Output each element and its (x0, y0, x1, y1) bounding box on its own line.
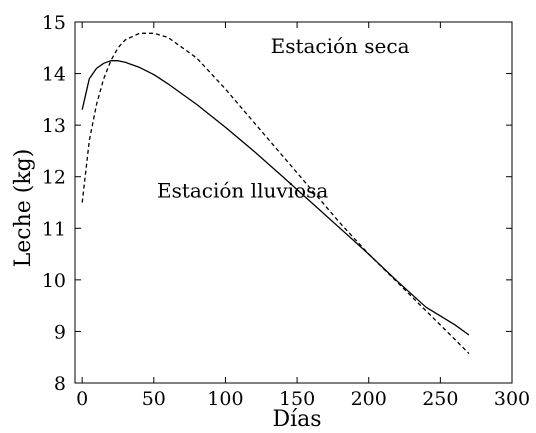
x-axis-title: Días (272, 407, 321, 432)
y-tick-label: 14 (42, 64, 66, 86)
ticks-group: 0 50 100 150 200 250 300 8 9 10 11 12 13 14 15 (42, 12, 530, 410)
x-tick-label: 250 (422, 388, 458, 410)
x-tick-label: 150 (279, 388, 315, 410)
x-tick-label: 200 (351, 388, 387, 410)
y-tick-label: 11 (42, 218, 66, 240)
y-tick-label: 9 (54, 321, 66, 343)
annotations-group: Estación seca Estación lluviosa (157, 34, 410, 202)
y-tick-label: 13 (42, 115, 66, 137)
series-group (81, 32, 470, 355)
plot-frame (74, 21, 513, 384)
x-tick-label: 300 (494, 388, 530, 410)
x-tick-label: 0 (76, 388, 88, 410)
x-tick-label: 50 (142, 388, 166, 410)
x-tick-label: 100 (207, 388, 243, 410)
y-tick-label: 8 (54, 373, 66, 395)
annotation-label-dry-season: Estación seca (271, 34, 410, 58)
y-tick-label: 12 (42, 167, 66, 189)
series-line-rainy-season (81, 60, 470, 336)
plot-frame-group (74, 21, 513, 384)
annotation-label-rainy-season: Estación lluviosa (157, 178, 328, 202)
y-axis-title: Leche (kg) (11, 149, 36, 268)
y-tick-label: 15 (42, 12, 66, 34)
y-tick-label: 10 (42, 270, 66, 292)
